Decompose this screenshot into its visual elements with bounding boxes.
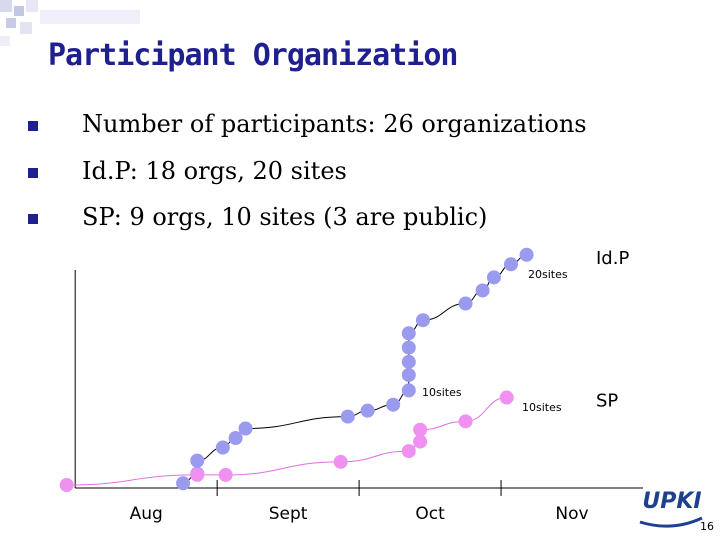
- data-point: [360, 403, 375, 418]
- data-point: [238, 421, 253, 436]
- data-point: [503, 257, 518, 272]
- data-point: [401, 340, 416, 355]
- data-point: [458, 414, 473, 429]
- data-point: [401, 354, 416, 369]
- data-point: [519, 247, 534, 262]
- data-point: [486, 270, 501, 285]
- data-point: [190, 453, 205, 468]
- bullet-marker: [28, 168, 38, 178]
- data-point: [218, 467, 233, 482]
- x-tick-label: Nov: [555, 504, 588, 524]
- series-line: [183, 254, 527, 484]
- annotation: 20sites: [528, 268, 568, 281]
- series-label: SP: [596, 391, 618, 412]
- data-point: [401, 444, 416, 459]
- series-line: [66, 397, 507, 486]
- bullet: Id.P: 18 orgs, 20 sites: [82, 157, 347, 185]
- data-point: [59, 478, 74, 493]
- data-point: [401, 367, 416, 382]
- data-point: [401, 326, 416, 341]
- page-number: 16: [700, 520, 714, 533]
- x-tick-label: Sept: [269, 504, 308, 524]
- bullet: SP: 9 orgs, 10 sites (3 are public): [82, 203, 488, 231]
- data-point: [499, 390, 514, 405]
- bullet-marker: [28, 214, 38, 224]
- data-point: [475, 283, 490, 298]
- logo: UPKI: [639, 489, 703, 528]
- data-point: [413, 434, 428, 449]
- annotation: 10sites: [422, 386, 462, 399]
- data-point: [340, 409, 355, 424]
- data-point: [215, 440, 230, 455]
- bullet: Number of participants: 26 organizations: [82, 110, 587, 138]
- data-point: [176, 476, 191, 491]
- bullet-marker: [28, 121, 38, 131]
- data-point: [413, 422, 428, 437]
- x-tick-label: Oct: [415, 504, 445, 524]
- data-point: [190, 467, 205, 482]
- slide-title: Participant Organization: [48, 38, 458, 73]
- annotation: 10sites: [522, 401, 562, 414]
- data-point: [415, 313, 430, 328]
- data-point: [458, 296, 473, 311]
- data-point: [333, 454, 348, 469]
- x-tick-label: Aug: [130, 504, 163, 524]
- logo-text: UPKI: [642, 489, 701, 514]
- decoration: [0, 0, 140, 46]
- data-point: [228, 431, 243, 446]
- data-point: [401, 383, 416, 398]
- data-point: [386, 397, 401, 412]
- series-label: Id.P: [596, 248, 629, 269]
